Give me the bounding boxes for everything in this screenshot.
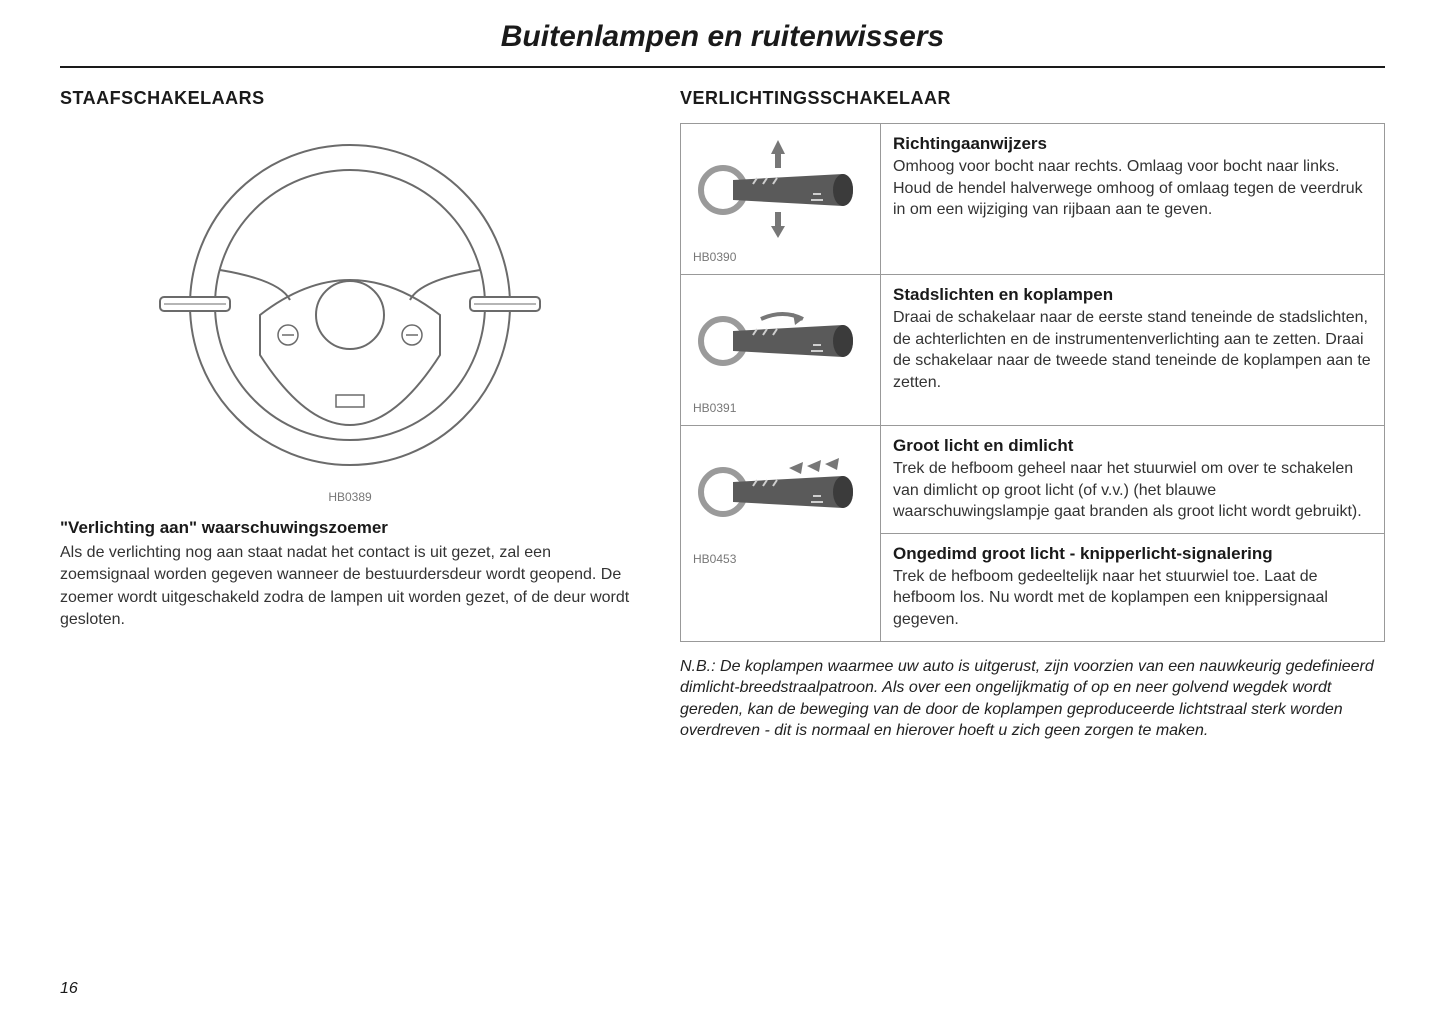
item-title: Ongedimd groot licht - knipperlicht-sign… bbox=[893, 544, 1372, 564]
left-column: STAAFSCHAKELAARS bbox=[60, 88, 640, 742]
table-row: HB0453 Groot licht en dimlicht Trek de h… bbox=[681, 426, 1385, 534]
stalk-icon bbox=[693, 436, 863, 546]
right-heading: VERLICHTINGSSCHAKELAAR bbox=[680, 88, 1385, 109]
item-title: Groot licht en dimlicht bbox=[893, 436, 1372, 456]
item-title: Richtingaanwijzers bbox=[893, 134, 1372, 154]
page-number: 16 bbox=[60, 980, 78, 998]
figure-cell: HB0390 bbox=[681, 124, 881, 275]
text-cell: Richtingaanwijzers Omhoog voor bocht naa… bbox=[881, 124, 1385, 275]
text-cell: Stadslichten en koplampen Draai de schak… bbox=[881, 275, 1385, 426]
divider bbox=[60, 66, 1385, 68]
footnote: N.B.: De koplampen waarmee uw auto is ui… bbox=[680, 656, 1385, 742]
item-body: Omhoog voor bocht naar rechts. Omlaag vo… bbox=[893, 156, 1372, 221]
figure-id: HB0391 bbox=[693, 401, 868, 415]
switch-table: HB0390 Richtingaanwijzers Omhoog voor bo… bbox=[680, 123, 1385, 642]
figure-id: HB0390 bbox=[693, 250, 868, 264]
figure-id: HB0389 bbox=[60, 490, 640, 504]
right-column: VERLICHTINGSSCHAKELAAR bbox=[680, 88, 1385, 742]
item-body: Draai de schakelaar naar de eerste stand… bbox=[893, 307, 1372, 393]
item-body: Trek de hefboom gedeeltelijk naar het st… bbox=[893, 566, 1372, 631]
text-cell: Groot licht en dimlicht Trek de hefboom … bbox=[881, 426, 1385, 534]
steering-wheel-icon bbox=[140, 125, 560, 485]
stalk-icon bbox=[693, 134, 863, 244]
content-columns: STAAFSCHAKELAARS bbox=[60, 88, 1385, 742]
figure-id: HB0453 bbox=[693, 552, 868, 566]
warning-buzzer-heading: "Verlichting aan" waarschuwingszoemer bbox=[60, 518, 640, 538]
item-title: Stadslichten en koplampen bbox=[893, 285, 1372, 305]
left-heading: STAAFSCHAKELAARS bbox=[60, 88, 640, 109]
stalk-icon bbox=[693, 285, 863, 395]
text-cell: Ongedimd groot licht - knipperlicht-sign… bbox=[881, 533, 1385, 641]
table-row: HB0391 Stadslichten en koplampen Draai d… bbox=[681, 275, 1385, 426]
page-title: Buitenlampen en ruitenwissers bbox=[60, 20, 1385, 54]
warning-buzzer-body: Als de verlichting nog aan staat nadat h… bbox=[60, 542, 640, 632]
item-body: Trek de hefboom geheel naar het stuurwie… bbox=[893, 458, 1372, 523]
table-row: HB0390 Richtingaanwijzers Omhoog voor bo… bbox=[681, 124, 1385, 275]
steering-wheel-figure: HB0389 bbox=[60, 125, 640, 504]
figure-cell: HB0453 bbox=[681, 426, 881, 642]
figure-cell: HB0391 bbox=[681, 275, 881, 426]
